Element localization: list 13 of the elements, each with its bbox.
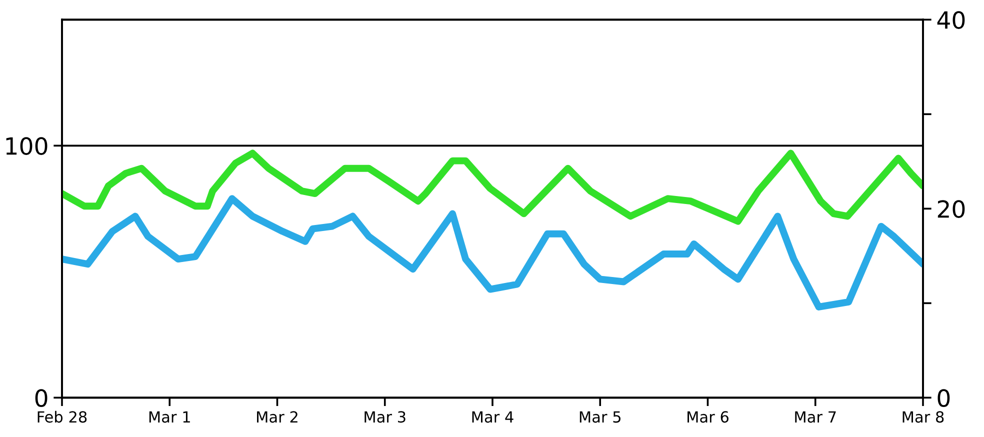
x-tick-label: Mar 8 bbox=[902, 411, 944, 423]
x-tick-label: Mar 4 bbox=[472, 411, 514, 423]
x-tick-label: Mar 2 bbox=[257, 411, 298, 423]
x-tick-label: Feb 28 bbox=[38, 410, 87, 423]
x-tick-label: Mar 3 bbox=[364, 411, 406, 423]
y2-tick-label: 40 bbox=[937, 11, 965, 29]
x-tick-label: Mar 1 bbox=[149, 411, 190, 423]
x-tick-label: Mar 7 bbox=[795, 411, 836, 423]
y2-tick-label: 0 bbox=[938, 389, 950, 407]
x-tick-label: Mar 6 bbox=[688, 411, 728, 423]
y2-tick-label: 20 bbox=[938, 200, 965, 218]
x-tick-label: Mar 5 bbox=[580, 411, 620, 423]
y-tick-label: 100 bbox=[6, 137, 48, 155]
